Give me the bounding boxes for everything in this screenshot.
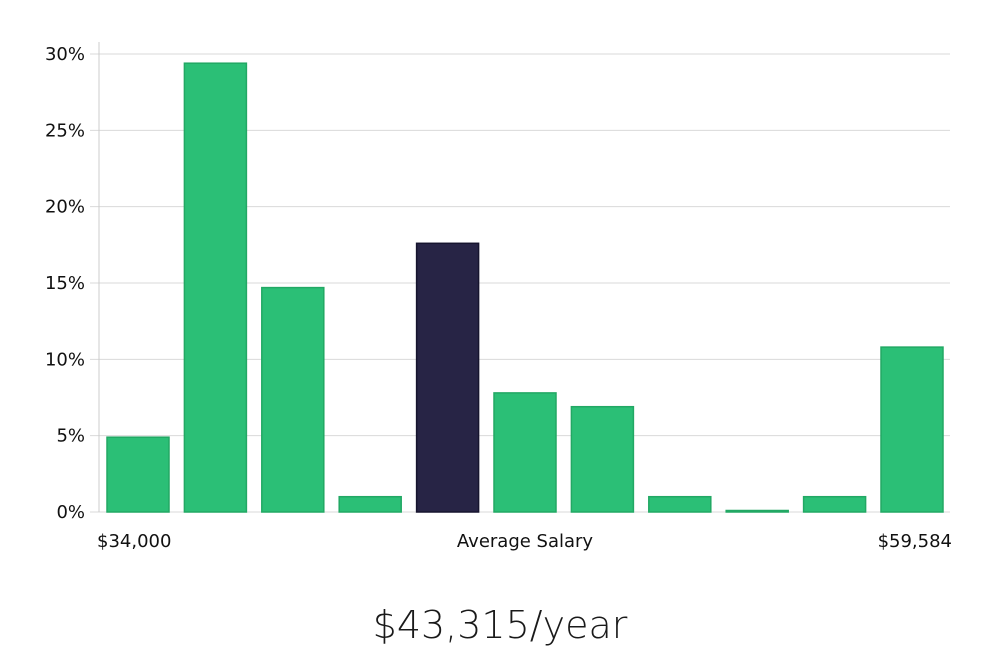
y-tick-label: 25%	[45, 120, 85, 141]
y-tick-label: 5%	[56, 426, 85, 447]
bar	[106, 436, 170, 513]
y-tick-label: 30%	[45, 44, 85, 65]
x-label-min: $34,000	[97, 531, 171, 552]
bar	[725, 509, 789, 513]
y-axis-ticks: 0% 5% 10% 15% 20% 25% 30%	[45, 44, 85, 523]
y-tick-label: 0%	[56, 502, 85, 523]
y-tick-label: 15%	[45, 273, 85, 294]
bars	[106, 62, 944, 513]
y-tick-label: 20%	[45, 197, 85, 218]
bar	[338, 495, 402, 513]
x-label-average: Average Salary	[457, 531, 594, 552]
bar	[802, 495, 867, 513]
bar	[261, 286, 325, 513]
bar	[183, 62, 248, 513]
y-tick-label: 10%	[45, 349, 85, 370]
average-salary-value: $43,315/year	[372, 603, 628, 647]
bar	[570, 405, 635, 513]
bar	[493, 392, 557, 513]
x-label-max: $59,584	[878, 531, 952, 552]
bar	[648, 495, 712, 513]
bar	[880, 346, 944, 513]
salary-distribution-chart: 0% 5% 10% 15% 20% 25% 30% $34,000 Average Sala…	[45, 42, 952, 552]
bar-average-salary	[415, 242, 480, 513]
